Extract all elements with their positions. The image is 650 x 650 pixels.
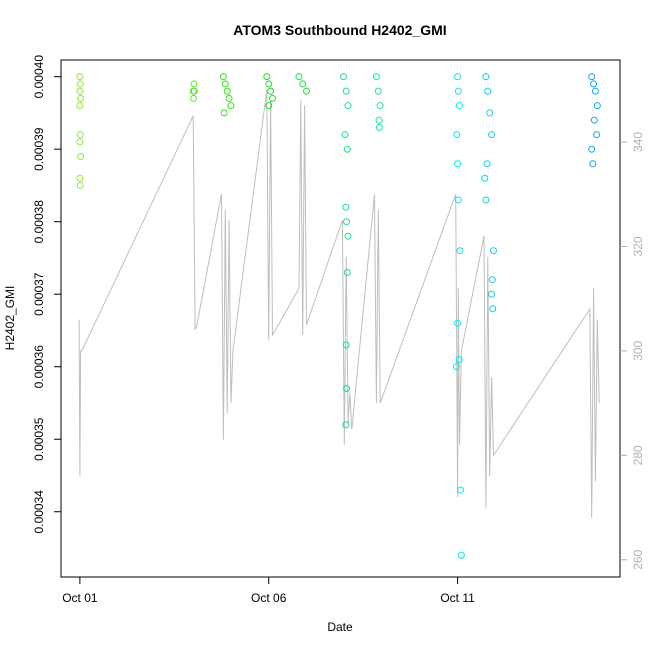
data-point xyxy=(76,174,84,182)
data-point xyxy=(590,80,598,88)
y2-tick-label: 260 xyxy=(631,549,645,569)
data-point xyxy=(267,87,275,95)
data-point xyxy=(457,551,465,559)
data-point xyxy=(342,87,350,95)
data-point xyxy=(455,102,463,110)
data-point xyxy=(484,87,492,95)
data-point xyxy=(375,123,383,131)
data-point xyxy=(299,80,307,88)
data-point xyxy=(593,131,601,139)
data-point xyxy=(455,355,463,363)
y2-tick-label: 280 xyxy=(631,445,645,465)
data-point xyxy=(76,73,84,81)
data-point xyxy=(344,102,352,110)
data-point xyxy=(454,160,462,168)
y2-tick-label: 300 xyxy=(631,341,645,361)
data-point xyxy=(76,87,84,95)
data-point xyxy=(453,131,461,139)
x-tick-label: Oct 11 xyxy=(440,591,475,605)
data-point xyxy=(265,80,273,88)
data-point xyxy=(376,102,384,110)
data-point xyxy=(454,73,462,81)
data-point xyxy=(220,109,228,117)
x-axis-label: Date xyxy=(327,620,353,634)
data-point xyxy=(190,94,198,102)
data-point xyxy=(341,131,349,139)
data-point xyxy=(343,384,351,392)
data-point xyxy=(76,181,84,189)
data-point xyxy=(488,131,496,139)
data-point xyxy=(342,421,350,429)
data-point xyxy=(593,102,601,110)
data-point xyxy=(486,109,494,117)
y-tick-label: 0.00037 xyxy=(32,272,46,316)
y-tick-label: 0.00034 xyxy=(32,490,46,534)
data-point xyxy=(374,87,382,95)
data-point xyxy=(588,145,596,153)
data-point xyxy=(76,138,84,146)
data-point xyxy=(223,87,231,95)
chart-title: ATOM3 Southbound H2402_GMI xyxy=(233,22,446,38)
data-point xyxy=(589,160,597,168)
y2-tick-label: 320 xyxy=(631,236,645,256)
data-point xyxy=(457,486,465,494)
data-point xyxy=(295,73,303,81)
data-point xyxy=(488,276,496,284)
data-point xyxy=(456,247,464,255)
data-point xyxy=(263,73,271,81)
data-point xyxy=(454,319,462,327)
data-point xyxy=(190,80,198,88)
data-point xyxy=(482,73,490,81)
data-point xyxy=(265,102,273,110)
data-point xyxy=(77,152,85,160)
data-point xyxy=(488,290,496,298)
x-tick-label: Oct 01 xyxy=(62,591,98,605)
y-tick-label: 0.00039 xyxy=(32,127,46,171)
data-point xyxy=(77,94,85,102)
data-point xyxy=(342,341,350,349)
data-point xyxy=(227,102,235,110)
plot-frame xyxy=(60,59,621,578)
data-point xyxy=(76,80,84,88)
data-point xyxy=(269,94,277,102)
data-point xyxy=(190,87,198,95)
data-point xyxy=(375,116,383,124)
data-point xyxy=(489,305,497,313)
data-point xyxy=(219,73,227,81)
data-point xyxy=(590,116,598,124)
data-point xyxy=(454,196,462,204)
data-point xyxy=(343,268,351,276)
y-tick-label: 0.00036 xyxy=(32,345,46,389)
data-point xyxy=(454,87,462,95)
data-point xyxy=(76,131,84,139)
data-point xyxy=(225,94,233,102)
data-point xyxy=(343,145,351,153)
data-point xyxy=(76,102,84,110)
y2-tick-label: 340 xyxy=(631,132,645,152)
data-point xyxy=(221,80,229,88)
x-tick-label: Oct 06 xyxy=(251,591,287,605)
data-point xyxy=(481,174,489,182)
data-point xyxy=(303,87,311,95)
data-point xyxy=(372,73,380,81)
y-tick-label: 0.00040 xyxy=(32,55,46,99)
y-tick-label: 0.00035 xyxy=(32,417,46,461)
data-point xyxy=(342,203,350,211)
data-point xyxy=(482,196,490,204)
data-point xyxy=(344,232,352,240)
data-point xyxy=(591,87,599,95)
data-point xyxy=(483,160,491,168)
data-point xyxy=(343,218,351,226)
data-point xyxy=(452,363,460,371)
y-tick-label: 0.00038 xyxy=(32,200,46,244)
data-point xyxy=(489,247,497,255)
data-point xyxy=(340,73,348,81)
data-point xyxy=(588,73,596,81)
data-line xyxy=(78,89,600,519)
y-axis-label: H2402_GMI xyxy=(3,286,17,351)
